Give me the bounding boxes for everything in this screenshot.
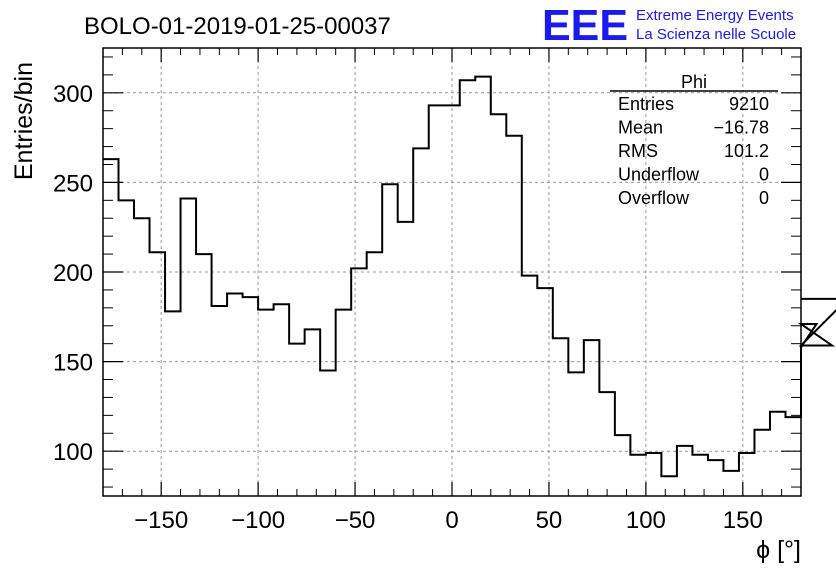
logo-line-1: Extreme Energy Events [636, 7, 794, 24]
y-tick-labels: 100 150 200 250 300 [53, 81, 93, 466]
y-tick-label: 250 [53, 170, 93, 197]
x-tick-label: 100 [626, 507, 666, 534]
axis-ticks [102, 48, 802, 496]
logo-line-2: La Scienza nelle Scuole [636, 26, 796, 43]
stats-value: 101.2 [724, 141, 769, 161]
stats-box: Phi Entries 9210 Mean −16.78 RMS 101.2 Underfl… [610, 72, 778, 208]
stats-label: Underflow [618, 165, 700, 185]
stats-label: RMS [618, 141, 658, 161]
plot-frame [102, 47, 802, 497]
stats-label: Overflow [618, 188, 690, 208]
stats-value: 9210 [729, 94, 769, 114]
y-tick-label: 300 [53, 81, 93, 108]
stats-label: Mean [618, 118, 663, 138]
x-axis-title: ϕ [°] [756, 536, 801, 564]
y-tick-label: 100 [53, 439, 93, 466]
y-axis-title: Entries/bin [10, 62, 38, 180]
x-tick-label: 50 [536, 507, 563, 534]
x-tick-label: 0 [445, 507, 458, 534]
x-tick-labels: −150 −100 −50 0 50 100 150 [134, 507, 763, 534]
stats-value: 0 [759, 188, 769, 208]
x-tick-label: −50 [335, 507, 376, 534]
stats-value: 0 [759, 165, 769, 185]
stats-label: Entries [618, 94, 674, 114]
y-tick-label: 150 [53, 350, 93, 377]
grid-lines [103, 48, 801, 496]
histogram-step-line [103, 75, 836, 478]
y-tick-label: 200 [53, 260, 93, 287]
x-tick-label: 150 [723, 507, 763, 534]
logo-letters: EEE [542, 1, 628, 50]
chart-title: BOLO-01-2019-01-25-00037 [84, 13, 391, 40]
stats-title: Phi [681, 72, 707, 92]
stats-value: −16.78 [713, 118, 769, 138]
x-tick-label: −150 [134, 507, 188, 534]
eee-logo: EEE Extreme Energy Events La Scienza nel… [542, 1, 796, 50]
x-tick-label: −100 [231, 507, 285, 534]
